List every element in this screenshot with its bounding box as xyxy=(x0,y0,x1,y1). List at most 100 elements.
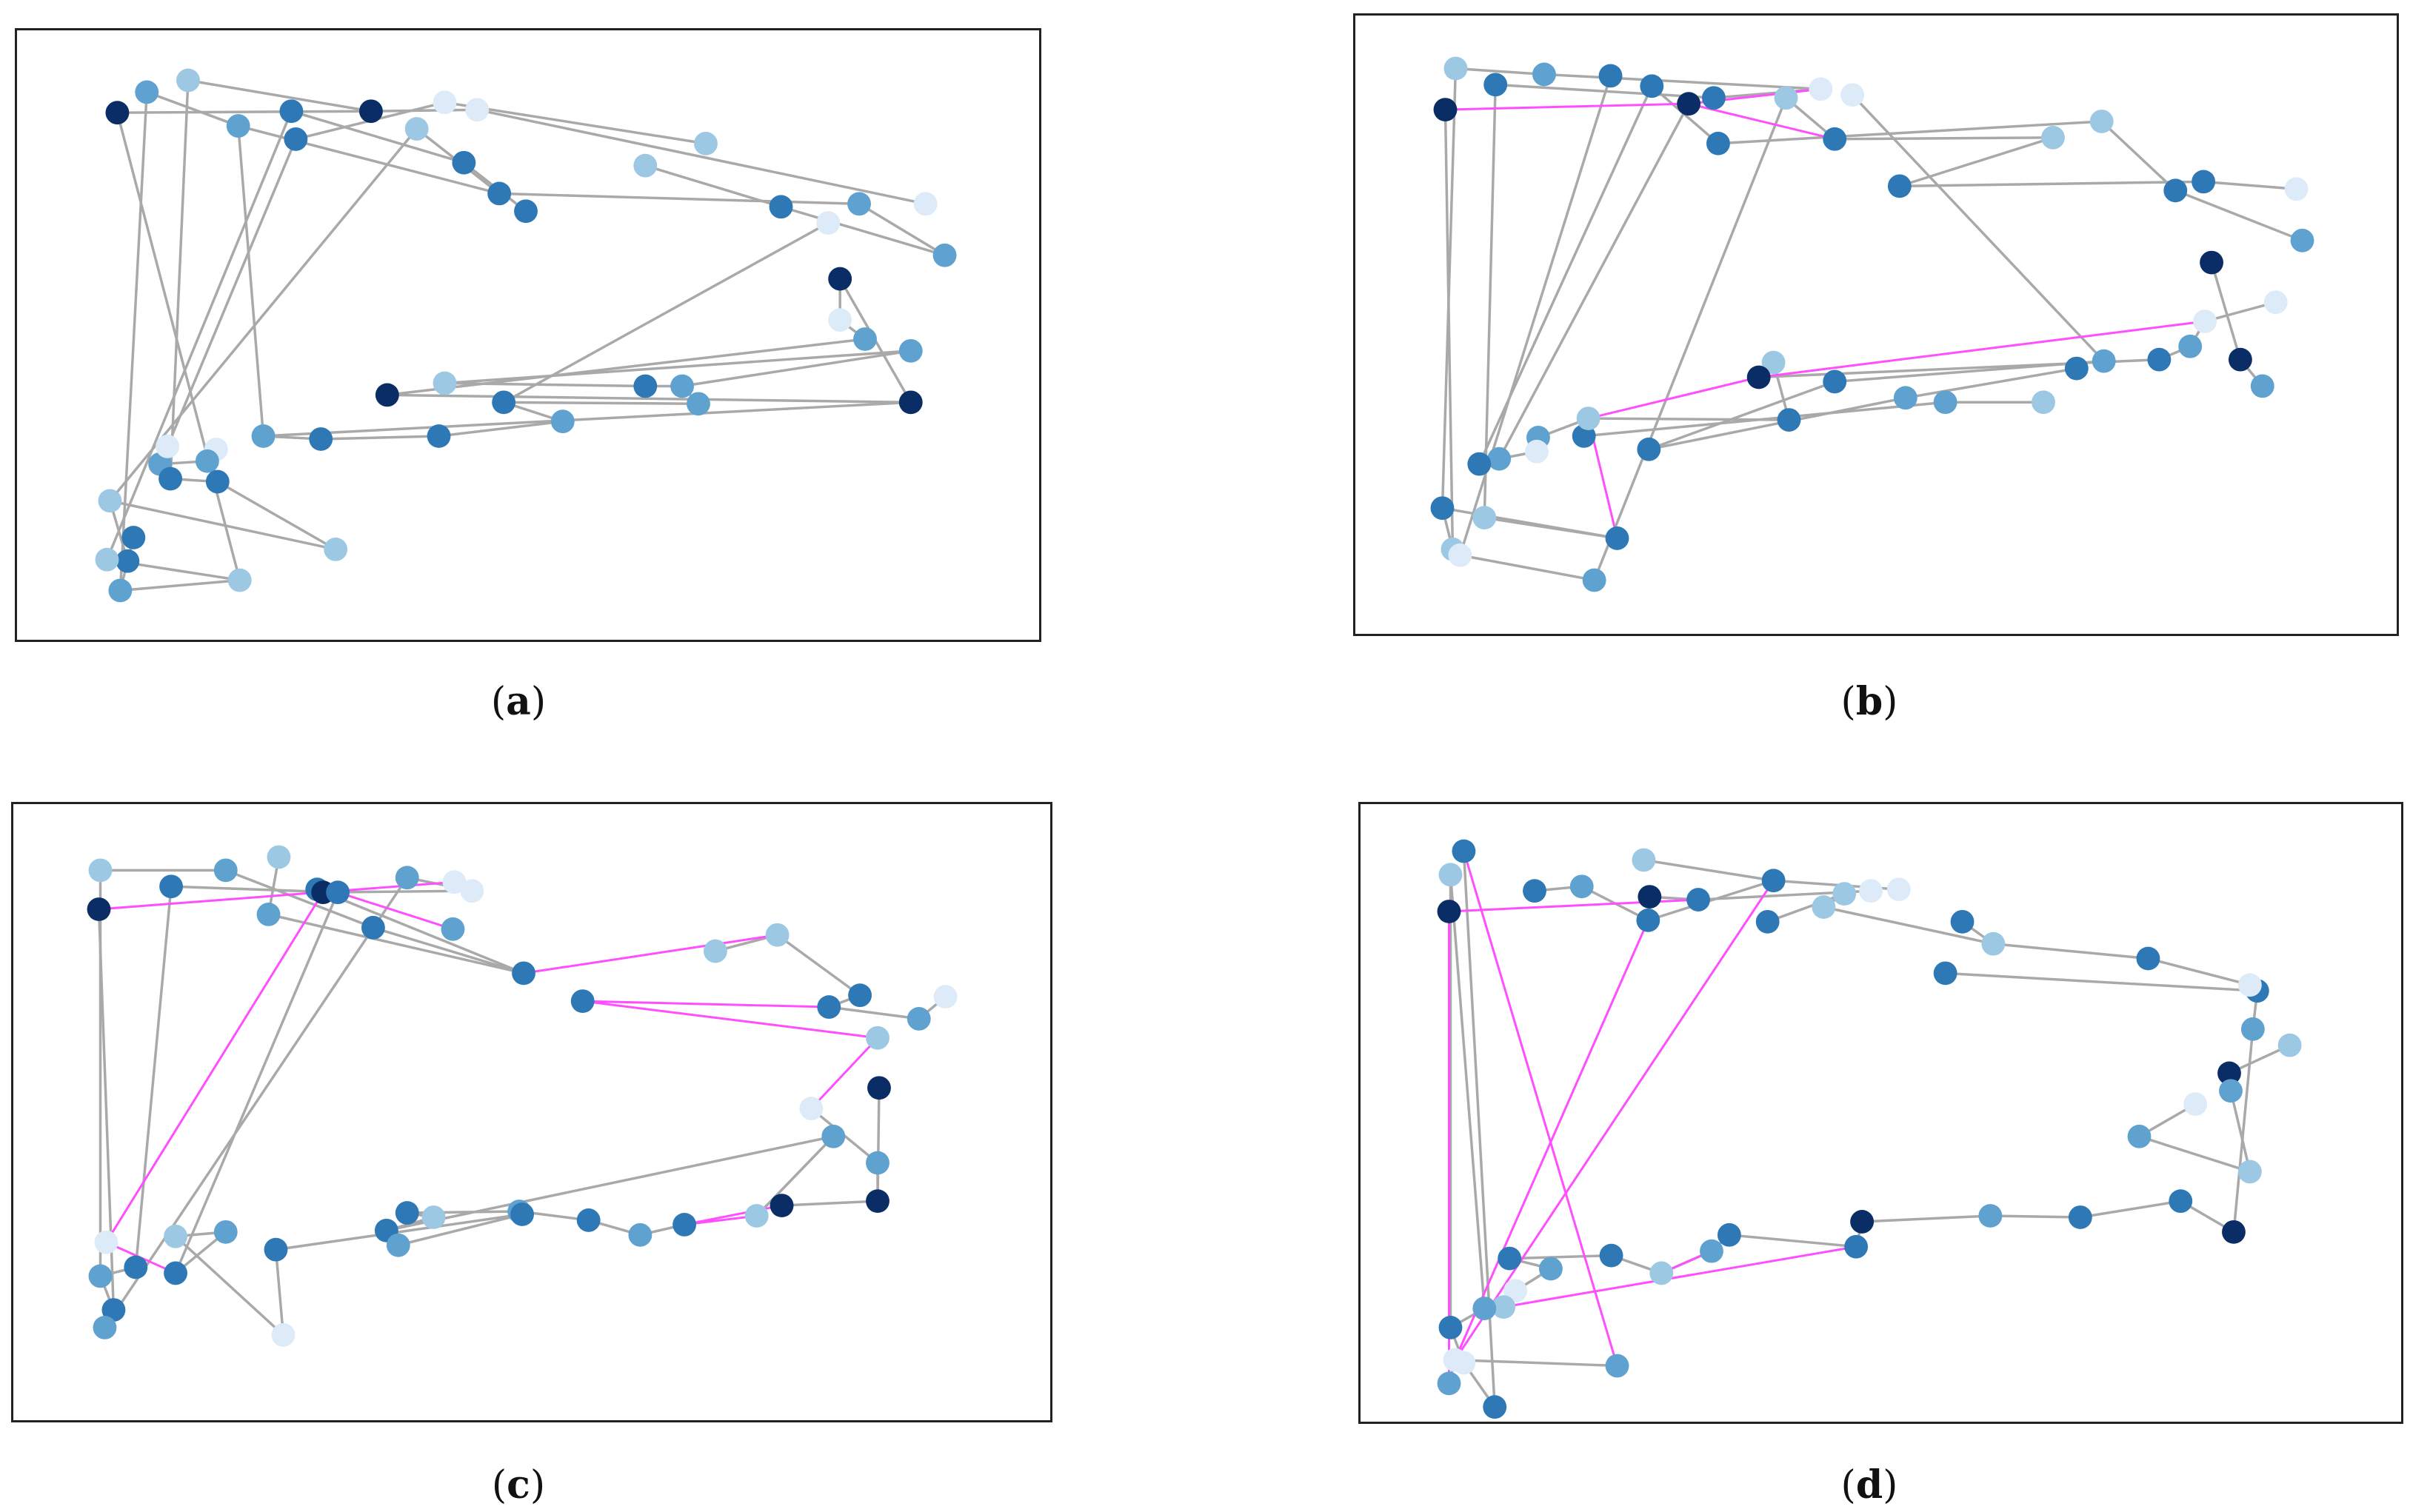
graph-node xyxy=(1492,1295,1516,1319)
graph-node xyxy=(1809,77,1833,101)
graph-node xyxy=(427,424,451,448)
graph-edge xyxy=(1945,971,2257,992)
graph-node xyxy=(1487,446,1512,471)
graph-node xyxy=(1755,909,1780,934)
graph-node xyxy=(866,1026,889,1050)
graph-node xyxy=(1636,908,1660,932)
caption-b: (b) xyxy=(1840,679,1898,725)
graph-edge xyxy=(2229,1090,2252,1172)
graph-edge xyxy=(1643,858,1774,882)
graph-edge xyxy=(2148,957,2251,986)
graph-edge xyxy=(1835,136,2053,141)
graph-edge xyxy=(1862,1214,1991,1223)
graph-edge xyxy=(174,1235,284,1337)
graph-edge xyxy=(2204,301,2277,323)
graph-node xyxy=(1438,863,1463,887)
graph-edge xyxy=(276,1213,523,1251)
graph-node xyxy=(159,874,184,899)
graph-node xyxy=(1483,1395,1507,1419)
graph-edge xyxy=(290,110,464,164)
graph-node xyxy=(267,845,291,869)
highlight-edge-layer xyxy=(99,880,879,1274)
graph-edge xyxy=(499,192,860,206)
graph-node xyxy=(1859,879,1883,903)
graph-d xyxy=(1437,839,2302,1419)
graph-node xyxy=(770,1194,794,1217)
graph-edge xyxy=(1442,506,1618,540)
graph-a xyxy=(95,68,957,603)
graph-node xyxy=(108,578,133,603)
graph-edge xyxy=(398,1213,523,1247)
graph-node xyxy=(816,211,841,235)
graph-edge xyxy=(120,578,240,592)
highlight-edge xyxy=(1688,102,1835,141)
graph-node xyxy=(1599,1243,1623,1268)
graph-node xyxy=(361,915,385,940)
graph-node xyxy=(441,917,465,941)
graph-node xyxy=(326,880,350,905)
graph-node xyxy=(512,961,535,986)
highlight-edge xyxy=(105,892,324,1243)
graph-node xyxy=(1430,496,1455,521)
graph-node xyxy=(1812,895,1836,919)
graph-node xyxy=(492,390,516,415)
graph-node xyxy=(799,1097,824,1120)
graph-edge xyxy=(387,338,866,397)
graph-node xyxy=(94,1230,119,1254)
graph-node xyxy=(867,1076,891,1100)
graph-node xyxy=(1777,408,1801,432)
graph-edge xyxy=(1990,1214,2080,1219)
graph-node xyxy=(465,98,490,122)
graph-node xyxy=(704,939,727,963)
graph-node xyxy=(284,127,308,151)
graph-node xyxy=(2222,1220,2246,1244)
graph-edge xyxy=(1458,75,1612,556)
graph-node xyxy=(2147,347,2172,372)
graph-node xyxy=(1823,127,1847,151)
graph-node xyxy=(1572,424,1596,448)
graph-edge xyxy=(1993,942,2149,960)
graph-edge xyxy=(1899,136,2054,188)
graph-node xyxy=(98,489,122,513)
graph-node xyxy=(1706,131,1730,155)
graph-node xyxy=(898,338,923,363)
graph-node xyxy=(1637,437,1661,461)
graph-node xyxy=(913,192,938,216)
highlight-edge xyxy=(1449,898,1699,913)
graph-edge xyxy=(1498,103,1690,460)
graph-edge xyxy=(1455,1358,1618,1368)
graph-node xyxy=(2200,250,2223,275)
graph-node xyxy=(358,99,383,124)
graph-node xyxy=(1605,1354,1629,1378)
graph-node xyxy=(933,985,958,1009)
graph-node xyxy=(227,568,252,592)
highlight-edge xyxy=(99,880,455,911)
graph-edge xyxy=(316,888,524,974)
highlight-edge xyxy=(810,1037,879,1110)
graph-edge xyxy=(829,1006,919,1020)
graph-node xyxy=(279,99,304,124)
graph-edge xyxy=(236,125,265,437)
edge-layer xyxy=(1447,851,2291,1408)
graph-node xyxy=(1438,1316,1463,1339)
graph-node xyxy=(2263,290,2288,315)
graph-node xyxy=(487,181,512,206)
graph-node xyxy=(226,114,250,138)
graph-node xyxy=(847,192,871,216)
graph-edge xyxy=(110,499,336,551)
graph-node xyxy=(2178,334,2203,358)
caption-a: (a) xyxy=(490,679,547,725)
graph-edge xyxy=(1835,359,2104,384)
panel-d xyxy=(1358,802,2403,1424)
highlight-edge xyxy=(1758,320,2206,378)
highlight-edge-layer xyxy=(1445,87,2206,539)
graph-node xyxy=(1483,73,1508,97)
graph-node xyxy=(1700,1239,1723,1263)
panel-c xyxy=(11,802,1052,1422)
graph-node xyxy=(769,195,793,219)
graph-node xyxy=(1686,888,1710,911)
graph-node xyxy=(1569,874,1594,899)
graph-node xyxy=(251,424,276,448)
graph-node xyxy=(2068,1205,2092,1229)
graph-node xyxy=(1632,848,1656,872)
